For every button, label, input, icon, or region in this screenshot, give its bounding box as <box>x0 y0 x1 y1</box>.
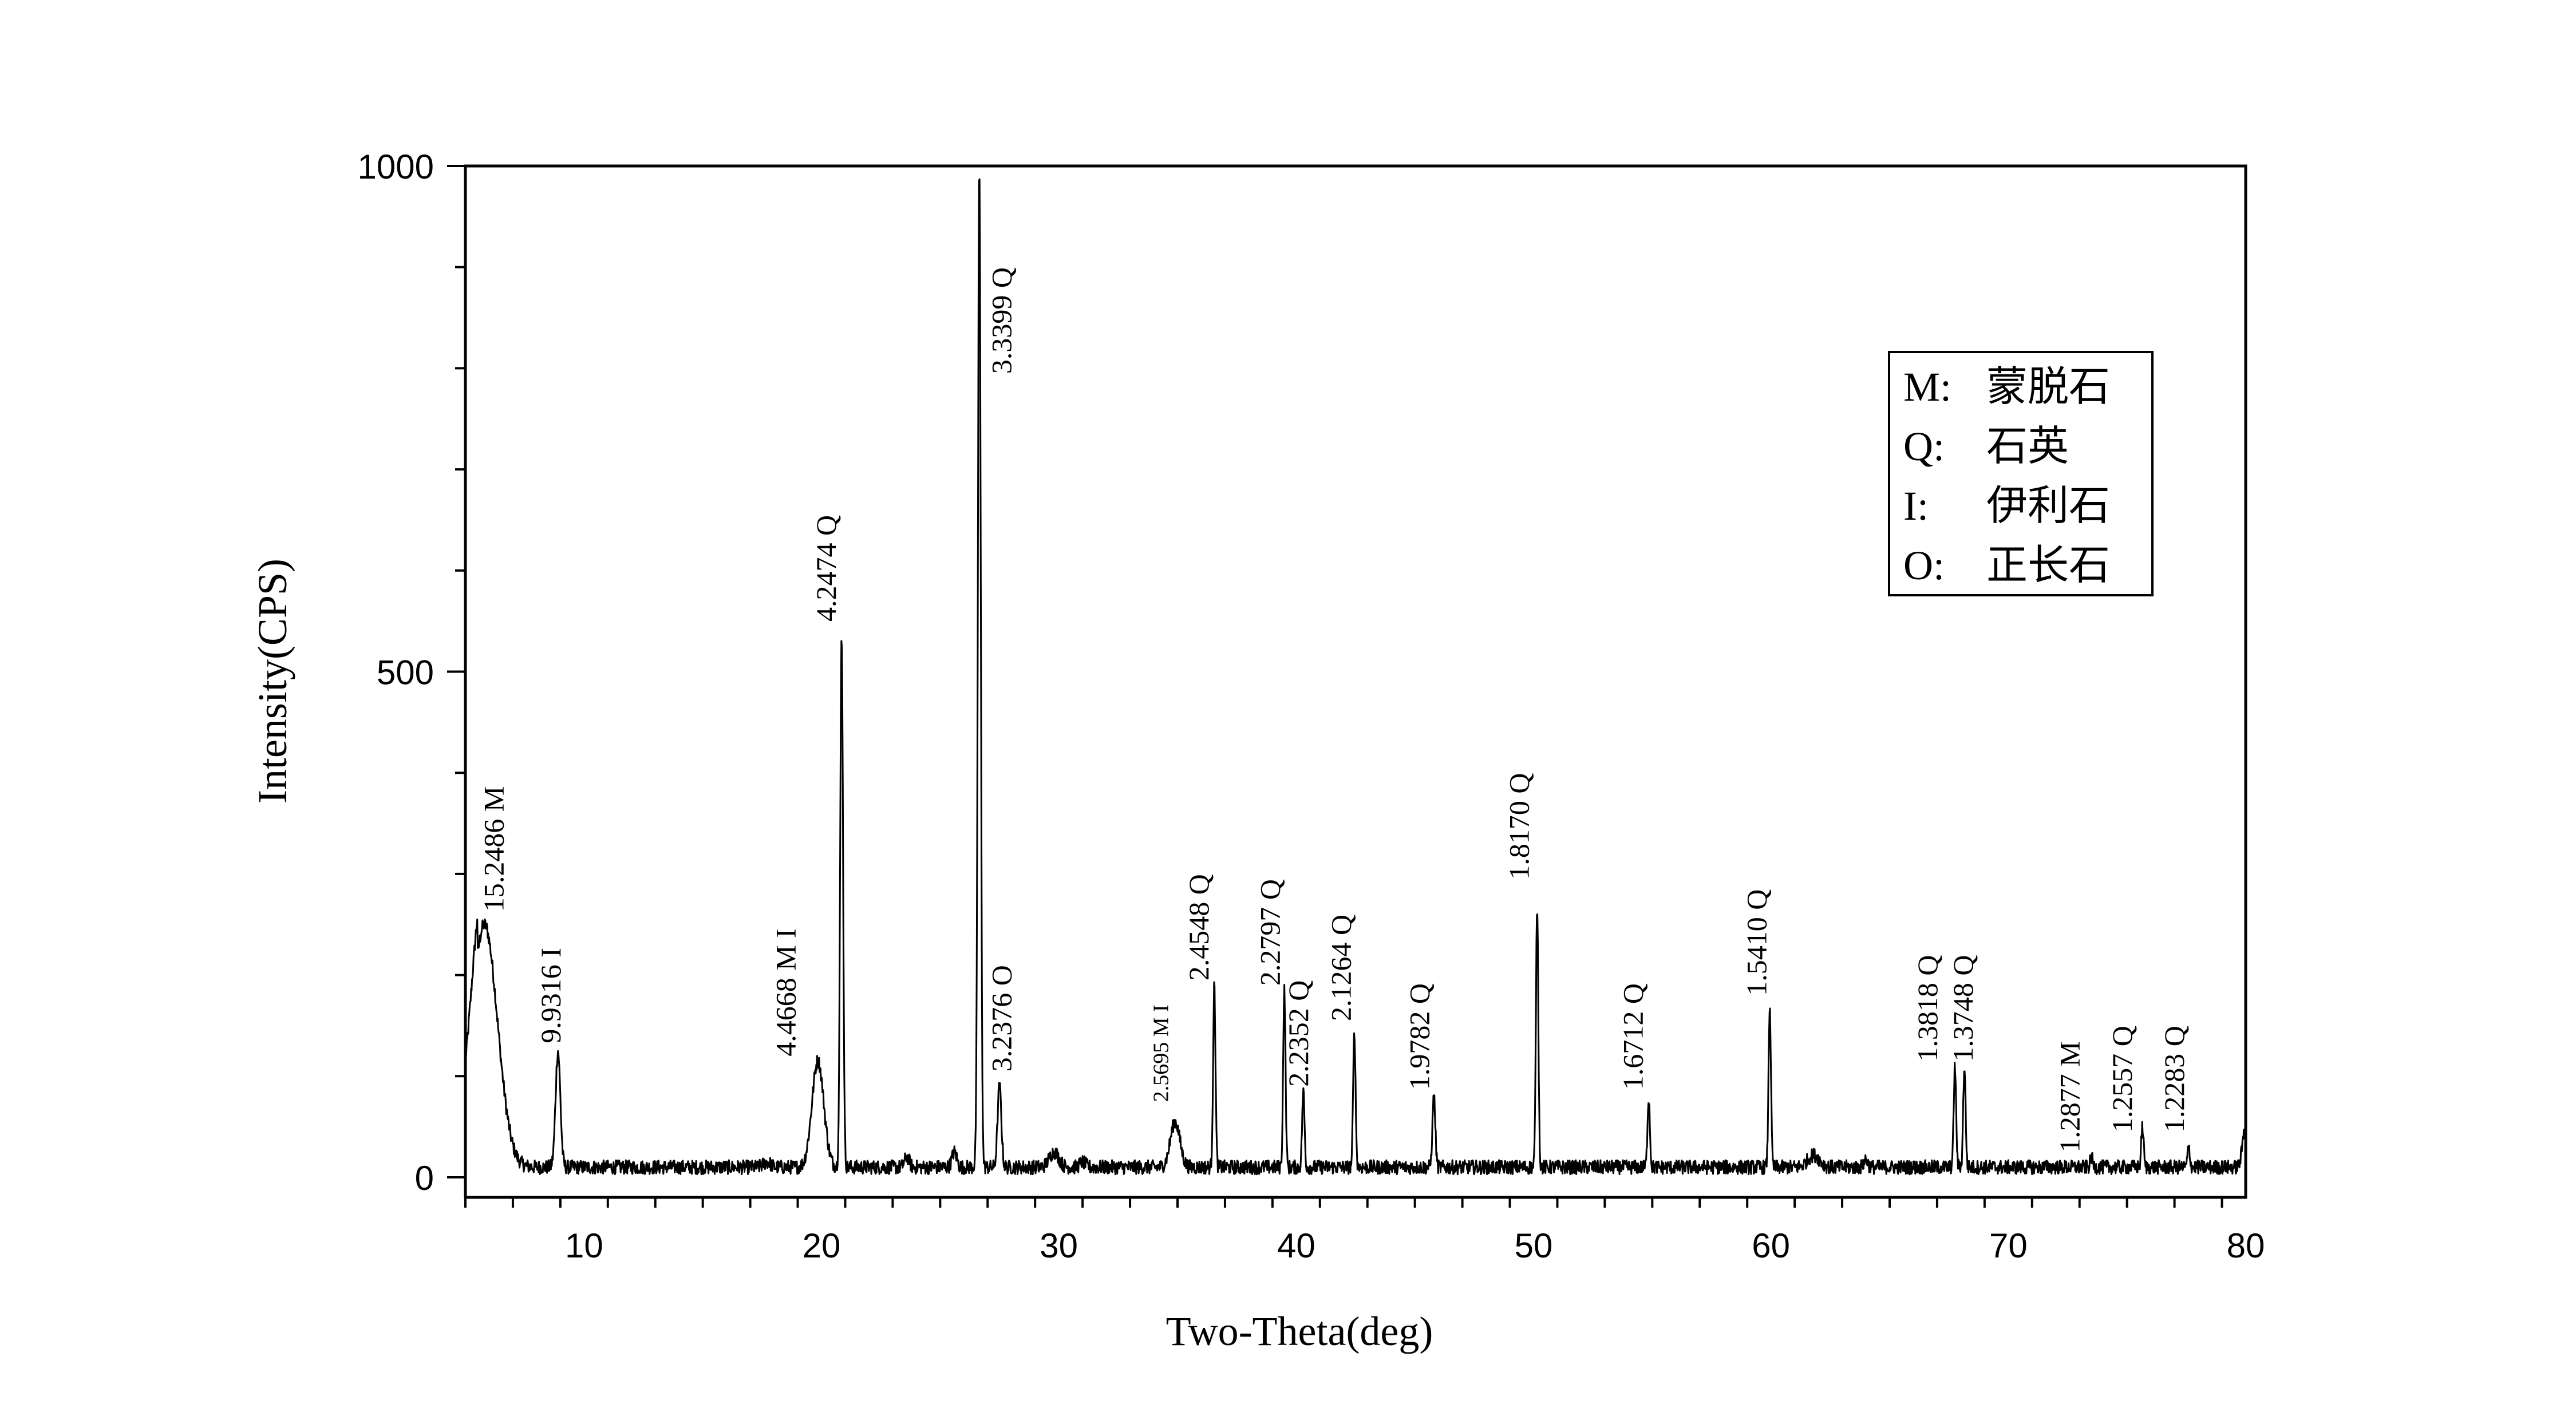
peak-label: 1.2283 Q <box>2158 1026 2190 1132</box>
x-tick-label: 10 <box>565 1227 603 1265</box>
x-tick-label: 50 <box>1515 1227 1553 1265</box>
peak-label: 15.2486 M <box>477 786 509 912</box>
x-tick-label: 60 <box>1752 1227 1790 1265</box>
legend-label: 伊利石 <box>1986 483 2110 529</box>
legend-items: M: 蒙脱石 Q: 石英 I: 伊利石 O: 正长石 <box>1903 364 2110 588</box>
y-axis-label: Intensity(CPS) <box>250 559 295 804</box>
x-tick-label: 80 <box>2227 1227 2265 1265</box>
legend-code: O: <box>1903 543 1945 588</box>
peak-label: 4.4668 M I <box>769 928 801 1057</box>
peak-label: 3.3399 Q <box>986 267 1018 374</box>
y-tick-label: 500 <box>377 654 434 692</box>
x-tick-label: 40 <box>1277 1227 1315 1265</box>
peak-label: 1.8170 Q <box>1503 773 1535 879</box>
legend-label: 正长石 <box>1986 543 2110 588</box>
x-axis: 10 20 30 40 50 60 70 80 <box>464 1197 2265 1265</box>
peak-label: 9.9316 I <box>535 948 567 1043</box>
legend-label: 石英 <box>1986 424 2069 469</box>
legend-code: I: <box>1903 483 1929 529</box>
peak-label: 1.2557 Q <box>2106 1026 2138 1132</box>
peak-label: 2.4548 Q <box>1183 874 1215 980</box>
y-axis: 0 500 1000 <box>358 148 465 1197</box>
peak-label: 1.2877 M <box>2054 1041 2086 1152</box>
legend-code: M: <box>1903 364 1951 410</box>
y-tick-label: 0 <box>415 1159 434 1197</box>
legend-box <box>1888 351 2154 596</box>
y-tick-label: 1000 <box>358 148 434 186</box>
peak-label: 1.3748 Q <box>1947 955 1979 1061</box>
plot-frame <box>464 164 2247 1199</box>
peak-label: 2.2352 Q <box>1282 980 1314 1087</box>
x-axis-label: Two-Theta(deg) <box>1166 1308 1433 1354</box>
peak-label: 1.9782 Q <box>1404 983 1436 1090</box>
peak-label: 2.1264 Q <box>1325 915 1357 1021</box>
legend-code: Q: <box>1903 424 1945 469</box>
peak-label: 1.3818 Q <box>1911 955 1943 1061</box>
peak-annotations: 15.2486 M 9.9316 I 4.4668 M I 4.2474 Q 3.339… <box>477 267 2190 1153</box>
peak-label: 4.2474 Q <box>810 515 842 622</box>
peak-label: 2.2797 Q <box>1254 879 1286 986</box>
peak-label: 1.6712 Q <box>1617 983 1649 1090</box>
legend: M: 蒙脱石 Q: 石英 I: 伊利石 O: 正长石 <box>1888 351 2154 596</box>
x-tick-label: 20 <box>803 1227 841 1265</box>
diffraction-pattern-line <box>465 178 2247 1176</box>
x-tick-label: 30 <box>1040 1227 1078 1265</box>
peak-label: 1.5410 Q <box>1740 889 1772 996</box>
peak-label: 2.5695 M I <box>1149 1004 1173 1102</box>
x-tick-label: 70 <box>1989 1227 2028 1265</box>
legend-label: 蒙脱石 <box>1986 364 2110 410</box>
peak-label: 3.2376 O <box>986 965 1018 1071</box>
